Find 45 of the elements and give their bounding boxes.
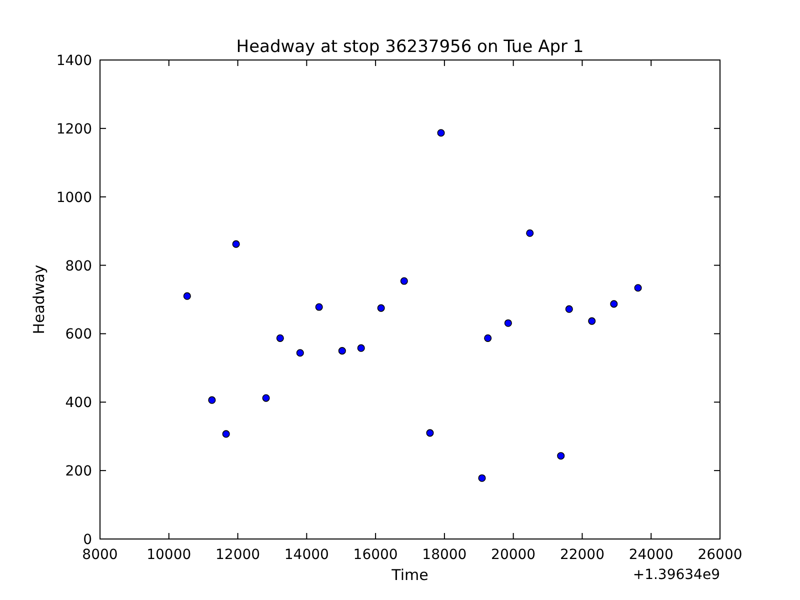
y-tick-label: 800	[65, 258, 92, 274]
point	[262, 394, 270, 402]
y-tick-label: 400	[65, 395, 92, 412]
x-tick-label: 24000	[628, 547, 674, 563]
point	[232, 240, 240, 248]
y-tick-label: 600	[65, 326, 92, 343]
x-tick-label: 10000	[146, 547, 192, 563]
point	[400, 277, 408, 285]
point	[557, 452, 565, 460]
point	[296, 349, 304, 357]
x-tick-label: 14000	[284, 547, 329, 563]
point	[437, 129, 445, 137]
point	[276, 334, 284, 342]
x-tick-label: 20000	[491, 547, 536, 563]
point	[588, 317, 596, 325]
point	[504, 319, 512, 327]
point	[208, 396, 216, 404]
y-tick-label: 1200	[56, 121, 92, 138]
x-tick-label: 8000	[82, 547, 118, 563]
point	[634, 284, 642, 292]
y-tick-label: 200	[65, 464, 92, 480]
point	[565, 305, 573, 313]
y-tick-label: 1400	[56, 53, 92, 69]
text: +1.39634e9	[632, 567, 720, 583]
point	[315, 303, 323, 311]
y-tick-label: 1000	[56, 190, 92, 206]
point	[357, 344, 365, 352]
point	[526, 229, 534, 237]
x-tick-label: 16000	[353, 547, 398, 563]
y-tick-label: 0	[83, 532, 92, 548]
point	[222, 430, 230, 438]
point	[338, 347, 346, 355]
x-tick-label: 22000	[560, 547, 604, 563]
point	[426, 429, 434, 437]
x-tick-label: 26000	[698, 547, 742, 563]
point	[377, 304, 385, 312]
x-tick-label: 18000	[422, 547, 467, 563]
y-axis-title: Headway	[30, 264, 48, 334]
x-tick-label: 12000	[216, 547, 260, 563]
x-axis-title: Time	[390, 566, 428, 584]
point	[183, 292, 191, 300]
point	[484, 334, 492, 342]
chart-title: Headway at stop 36237956 on Tue Apr 1	[236, 37, 584, 57]
point	[478, 474, 486, 482]
point	[610, 300, 618, 308]
